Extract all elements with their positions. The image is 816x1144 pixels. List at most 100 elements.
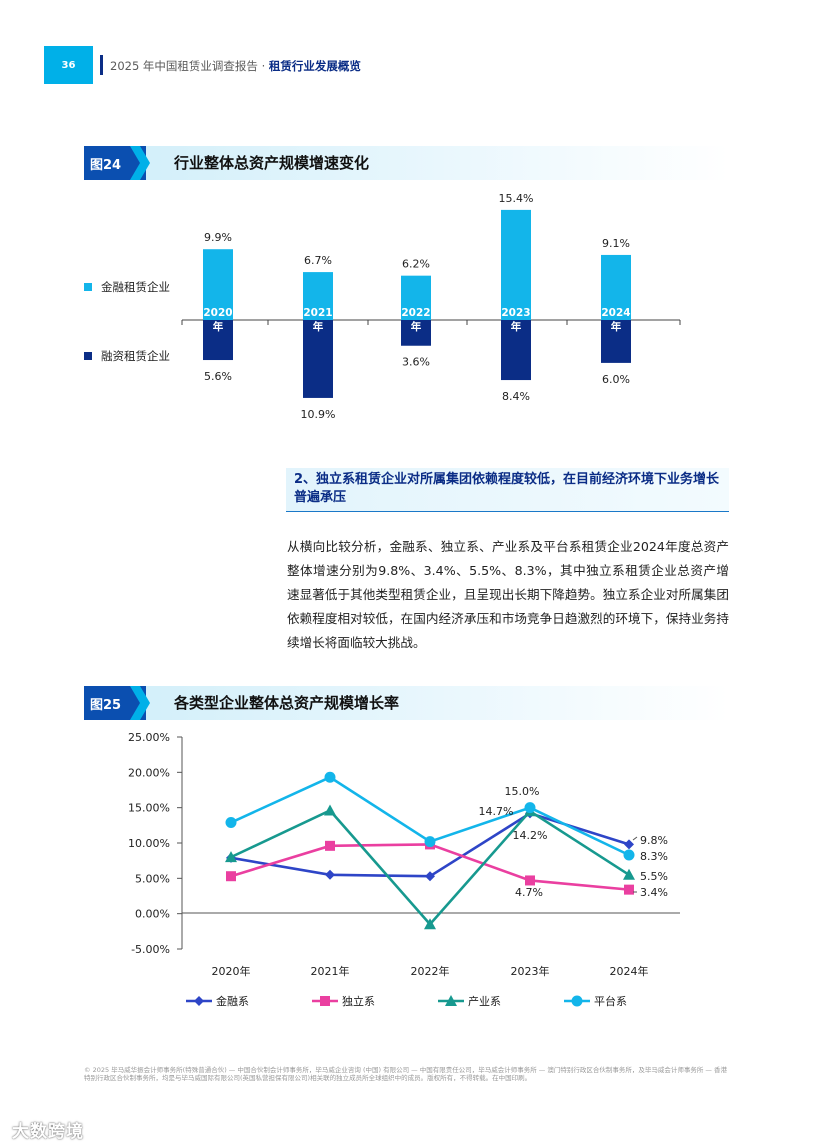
y-tick-label: 10.00%	[128, 837, 170, 850]
data-label: 3.4%	[640, 886, 668, 899]
line-chart-25: 25.00% 20.00% 15.00% 10.00% 5.00% 0.00% -5.00%…	[128, 731, 680, 1008]
data-label: 5.5%	[640, 870, 668, 883]
data-label: 5.6%	[204, 370, 232, 383]
bar-finance-leasing	[601, 320, 631, 363]
point-marker	[320, 996, 330, 1006]
point-marker	[445, 995, 457, 1006]
bar-financial-leasing	[203, 249, 233, 320]
y-tick-label: -5.00%	[131, 943, 170, 956]
section-title: 租赁行业发展概览	[268, 59, 361, 73]
legend-item-finance-leasing: 融资租赁企业	[84, 348, 170, 364]
legend-item-financial-leasing: 金融租赁企业	[84, 279, 170, 295]
point-marker	[325, 869, 335, 880]
bar-financial-leasing	[601, 254, 631, 320]
point-marker	[225, 817, 237, 829]
point-marker	[225, 851, 237, 863]
point-marker	[623, 849, 635, 861]
copyright-footer: © 2025 毕马威华振会计师事务所(特殊普通合伙) — 中国合伙制会计师事务所…	[84, 1066, 727, 1082]
data-label: 3.6%	[402, 356, 430, 369]
bar-finance-leasing	[303, 320, 333, 398]
x-tick-label: 2023	[501, 307, 530, 319]
data-label: 8.3%	[640, 850, 668, 863]
x-tick-label: 2021年	[311, 964, 350, 978]
data-label: 14.2%	[513, 829, 548, 842]
chevron-right-icon	[130, 146, 150, 180]
y-tick-label: 15.00%	[128, 802, 170, 815]
data-label: 15.4%	[499, 192, 534, 205]
x-tick-label: 年	[611, 320, 622, 333]
x-tick-label: 2021	[303, 307, 332, 319]
point-marker	[624, 884, 634, 895]
data-label: 6.0%	[602, 373, 630, 386]
point-marker	[424, 918, 436, 930]
section-heading: 2、独立系租赁企业对所属集团依赖程度较低，在目前经济环境下业务增长普遍承压	[286, 468, 729, 512]
y-tick-label: 20.00%	[128, 766, 170, 779]
x-tick-label: 年	[313, 320, 324, 333]
bar-financial-leasing	[401, 275, 431, 320]
point-marker	[624, 839, 634, 850]
series-line-平台系	[225, 771, 635, 861]
point-marker	[623, 868, 635, 880]
x-tick-label: 2020年	[212, 964, 251, 978]
legend-item-产业系: 产业系	[438, 994, 501, 1008]
x-tick-label: 年	[511, 320, 522, 333]
x-tick-label: 2022年	[411, 964, 450, 978]
legend-label: 金融租赁企业	[101, 280, 170, 294]
legend-item-平台系: 平台系	[564, 994, 627, 1008]
y-tick-label: 5.00%	[135, 872, 170, 885]
data-label: 14.7%	[479, 805, 514, 818]
bar-finance-leasing	[501, 320, 531, 381]
legend-label: 金融系	[216, 994, 249, 1008]
legend-item-金融系: 金融系	[186, 994, 249, 1008]
x-tick-label: 年	[411, 320, 422, 333]
x-tick-label: 2023年	[511, 964, 550, 978]
figure25-header: 图25 各类型企业整体总资产规模增长率	[84, 686, 729, 720]
x-tick-label: 2020	[203, 307, 232, 319]
point-marker	[524, 802, 536, 814]
bar-chart-24: 9.9%5.6%2020年6.7%10.9%2021年6.2%3.6%2022年…	[181, 192, 681, 421]
data-label: 10.9%	[301, 408, 336, 421]
figure24-header: 图24 行业整体总资产规模增速变化	[84, 146, 729, 180]
point-marker	[226, 871, 236, 882]
report-title: 2025 年中国租赁业调查报告 ·	[110, 59, 269, 73]
leader-line	[632, 836, 638, 841]
point-marker	[324, 771, 336, 783]
data-label: 15.0%	[505, 785, 540, 798]
data-label: 6.2%	[402, 258, 430, 271]
legend-swatch	[84, 352, 92, 360]
point-marker	[571, 995, 583, 1007]
figure25-title: 各类型企业整体总资产规模增长率	[174, 694, 400, 712]
legend-swatch	[84, 283, 92, 291]
chevron-right-icon	[130, 686, 150, 720]
x-tick-label: 2022	[401, 307, 430, 319]
point-marker	[525, 875, 535, 886]
data-label: 9.9%	[204, 231, 232, 244]
watermark: 大数跨境	[12, 1122, 84, 1142]
legend-item-独立系: 独立系	[312, 994, 375, 1008]
y-tick-label: 25.00%	[128, 731, 170, 744]
y-tick-label: 0.00%	[135, 908, 170, 921]
legend-label: 平台系	[594, 994, 627, 1008]
point-marker	[424, 836, 436, 848]
data-label: 8.4%	[502, 390, 530, 403]
page-number: 36	[44, 46, 93, 84]
report-header: 2025 年中国租赁业调查报告 · 租赁行业发展概览	[110, 58, 361, 74]
data-label: 9.1%	[602, 237, 630, 250]
header-divider	[100, 55, 103, 75]
figure24-title: 行业整体总资产规模增速变化	[174, 154, 370, 172]
x-tick-label: 年	[213, 320, 224, 333]
bar-financial-leasing	[501, 209, 531, 320]
point-marker	[324, 804, 336, 816]
legend-label: 产业系	[468, 994, 501, 1008]
legend-label: 融资租赁企业	[101, 349, 170, 363]
bar-finance-leasing	[401, 320, 431, 346]
x-tick-label: 2024	[601, 307, 630, 319]
point-marker	[194, 996, 204, 1006]
body-paragraph: 从横向比较分析，金融系、独立系、产业系及平台系租赁企业2024年度总资产整体增速…	[287, 539, 729, 650]
bar-financial-leasing	[303, 272, 333, 320]
x-tick-label: 2024年	[610, 964, 649, 978]
point-marker	[325, 840, 335, 851]
data-label: 9.8%	[640, 834, 668, 847]
data-label: 6.7%	[304, 254, 332, 267]
point-marker	[425, 871, 435, 882]
